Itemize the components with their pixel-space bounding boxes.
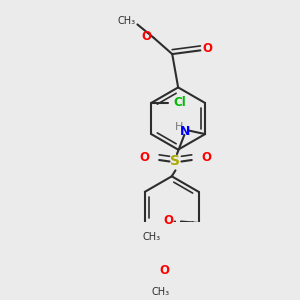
Text: CH₃: CH₃ bbox=[142, 232, 160, 242]
Text: H: H bbox=[175, 122, 183, 132]
Text: O: O bbox=[201, 151, 212, 164]
Text: O: O bbox=[202, 42, 213, 55]
Text: O: O bbox=[140, 151, 149, 164]
Text: CH₃: CH₃ bbox=[152, 287, 170, 297]
Text: Cl: Cl bbox=[173, 97, 186, 110]
Text: O: O bbox=[142, 30, 152, 43]
Text: CH₃: CH₃ bbox=[118, 16, 136, 26]
Text: O: O bbox=[159, 264, 170, 277]
Text: N: N bbox=[180, 125, 190, 138]
Text: S: S bbox=[170, 154, 181, 169]
Text: O: O bbox=[164, 214, 173, 226]
